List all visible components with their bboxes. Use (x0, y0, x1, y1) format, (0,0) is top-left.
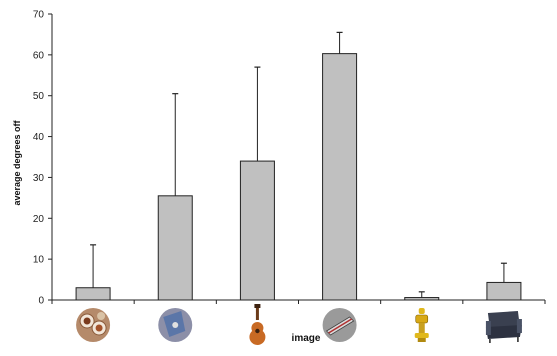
figure-foot (417, 338, 426, 342)
bar (322, 53, 358, 301)
y-tick-label: 50 (33, 91, 45, 102)
chair-arm-right (516, 319, 522, 333)
chair-seat (485, 325, 522, 339)
food (95, 324, 103, 332)
chair-back (487, 311, 520, 329)
food-plates-thumbnail (76, 308, 111, 342)
bar (157, 195, 193, 301)
category-thumbnails (76, 304, 522, 345)
y-tick-label: 0 (38, 296, 44, 307)
y-tick-label: 60 (33, 50, 45, 61)
x-axis-label: image (292, 333, 321, 344)
bar (486, 281, 522, 301)
train-thumbnail (322, 308, 357, 342)
cup (97, 312, 106, 320)
y-tick-label: 10 (33, 255, 45, 266)
figure-base (414, 333, 429, 338)
y-axis: 0 10 20 30 40 50 60 70 (33, 10, 53, 307)
error-bars (90, 31, 507, 298)
y-axis-label: average degrees off (12, 119, 22, 205)
guitar-neck (255, 306, 259, 320)
guitar-head (254, 304, 261, 308)
y-tick-label: 40 (33, 132, 45, 143)
bar (239, 160, 275, 301)
figure-head (418, 308, 425, 314)
bar (404, 297, 440, 301)
bar (75, 287, 111, 301)
armchair-thumbnail (485, 311, 522, 343)
guitar-body-lower (249, 329, 266, 345)
train-stripe (328, 318, 352, 334)
disc-thumbnail (158, 308, 193, 342)
figurine-thumbnail (414, 308, 429, 342)
figure-body (415, 314, 429, 324)
chair-arm-left (485, 321, 491, 335)
figure-legs (418, 323, 425, 333)
y-tick-label: 70 (33, 10, 45, 21)
disc-hole (172, 322, 179, 328)
x-axis (51, 299, 546, 304)
y-tick-label: 20 (33, 214, 45, 225)
bars (75, 53, 522, 301)
y-tick-label: 30 (33, 173, 45, 184)
food (83, 317, 91, 325)
guitar-soundhole (255, 328, 260, 334)
guitar-thumbnail (249, 304, 266, 345)
